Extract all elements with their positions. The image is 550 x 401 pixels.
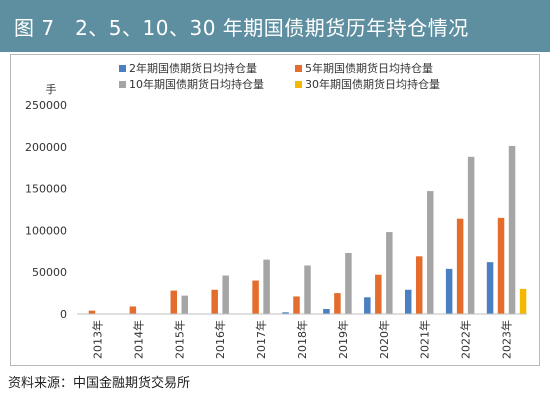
x-tick-label: 2020年 — [377, 320, 391, 359]
bar — [181, 295, 189, 314]
title-banner: 图 7 2、5、10、30 年期国债期货历年持仓情况 — [0, 0, 550, 52]
bar — [211, 289, 218, 314]
x-tick-label: 2021年 — [418, 320, 432, 359]
x-tick-label: 2022年 — [459, 320, 473, 359]
bar — [170, 290, 178, 314]
source-note: 资料来源：中国金融期货交易所 — [8, 376, 191, 391]
bar — [364, 297, 371, 314]
bar — [497, 217, 505, 314]
legend-swatch — [119, 81, 126, 88]
y-tick-label: 0 — [60, 308, 67, 321]
bar — [519, 288, 527, 314]
chart-panel: 2年期国债期货日均持仓量 5年期国债期货日均持仓量 10年期国债期货日均持仓量 30年… — [10, 54, 540, 366]
y-tick-label: 150000 — [25, 183, 67, 196]
legend-label: 30年期国债期货日均持仓量 — [305, 77, 440, 91]
y-tick-label: 250000 — [25, 99, 67, 112]
y-tick-label: 50000 — [32, 266, 67, 279]
bar — [445, 268, 453, 314]
bar — [345, 252, 352, 314]
x-tick-label: 2019年 — [336, 320, 350, 359]
x-tick-label: 2014年 — [131, 320, 145, 359]
y-tick-label: 200000 — [25, 141, 67, 154]
bar — [252, 280, 259, 314]
bar — [304, 265, 311, 314]
x-tick-label: 2023年 — [500, 320, 514, 359]
legend-label: 2年期国债期货日均持仓量 — [129, 61, 257, 75]
bars — [88, 145, 527, 314]
bar — [323, 308, 330, 314]
legend-swatch — [119, 65, 126, 72]
x-tick-label: 2013年 — [90, 320, 104, 359]
y-tick-label: 100000 — [25, 224, 67, 237]
bar — [415, 256, 423, 314]
bar — [386, 232, 393, 314]
figure-title: 图 7 2、5、10、30 年期国债期货历年持仓情况 — [14, 16, 469, 40]
x-axis-ticks: 2013年 2014年 2015年 2016年 2017年 2018年 2019年 2020年… — [90, 320, 513, 359]
y-axis-ticks: 0 50000 100000 150000 200000 250000 — [25, 99, 67, 321]
bar — [263, 259, 270, 314]
bar — [129, 306, 137, 314]
bar — [467, 156, 475, 314]
x-tick-label: 2016年 — [213, 320, 227, 359]
x-tick-label: 2017年 — [254, 320, 268, 359]
y-axis-unit-label: 手 — [46, 82, 57, 96]
bar — [293, 296, 300, 314]
legend: 2年期国债期货日均持仓量 5年期国债期货日均持仓量 10年期国债期货日均持仓量 30年… — [119, 61, 440, 91]
x-tick-label: 2015年 — [172, 320, 186, 359]
legend-label: 10年期国债期货日均持仓量 — [129, 77, 264, 91]
bar-chart: 2年期国债期货日均持仓量 5年期国债期货日均持仓量 10年期国债期货日均持仓量 30年… — [25, 61, 527, 359]
legend-label: 5年期国债期货日均持仓量 — [305, 61, 433, 75]
bar — [334, 293, 341, 314]
bar — [222, 275, 229, 314]
bar — [404, 289, 412, 314]
bar — [282, 312, 289, 314]
legend-swatch — [295, 81, 302, 88]
bar — [508, 145, 516, 314]
bar — [375, 274, 382, 314]
bar — [426, 191, 434, 314]
legend-swatch — [295, 65, 302, 72]
bar — [88, 310, 96, 314]
bar — [456, 218, 464, 314]
bar — [486, 262, 494, 314]
x-tick-label: 2018年 — [295, 320, 309, 359]
